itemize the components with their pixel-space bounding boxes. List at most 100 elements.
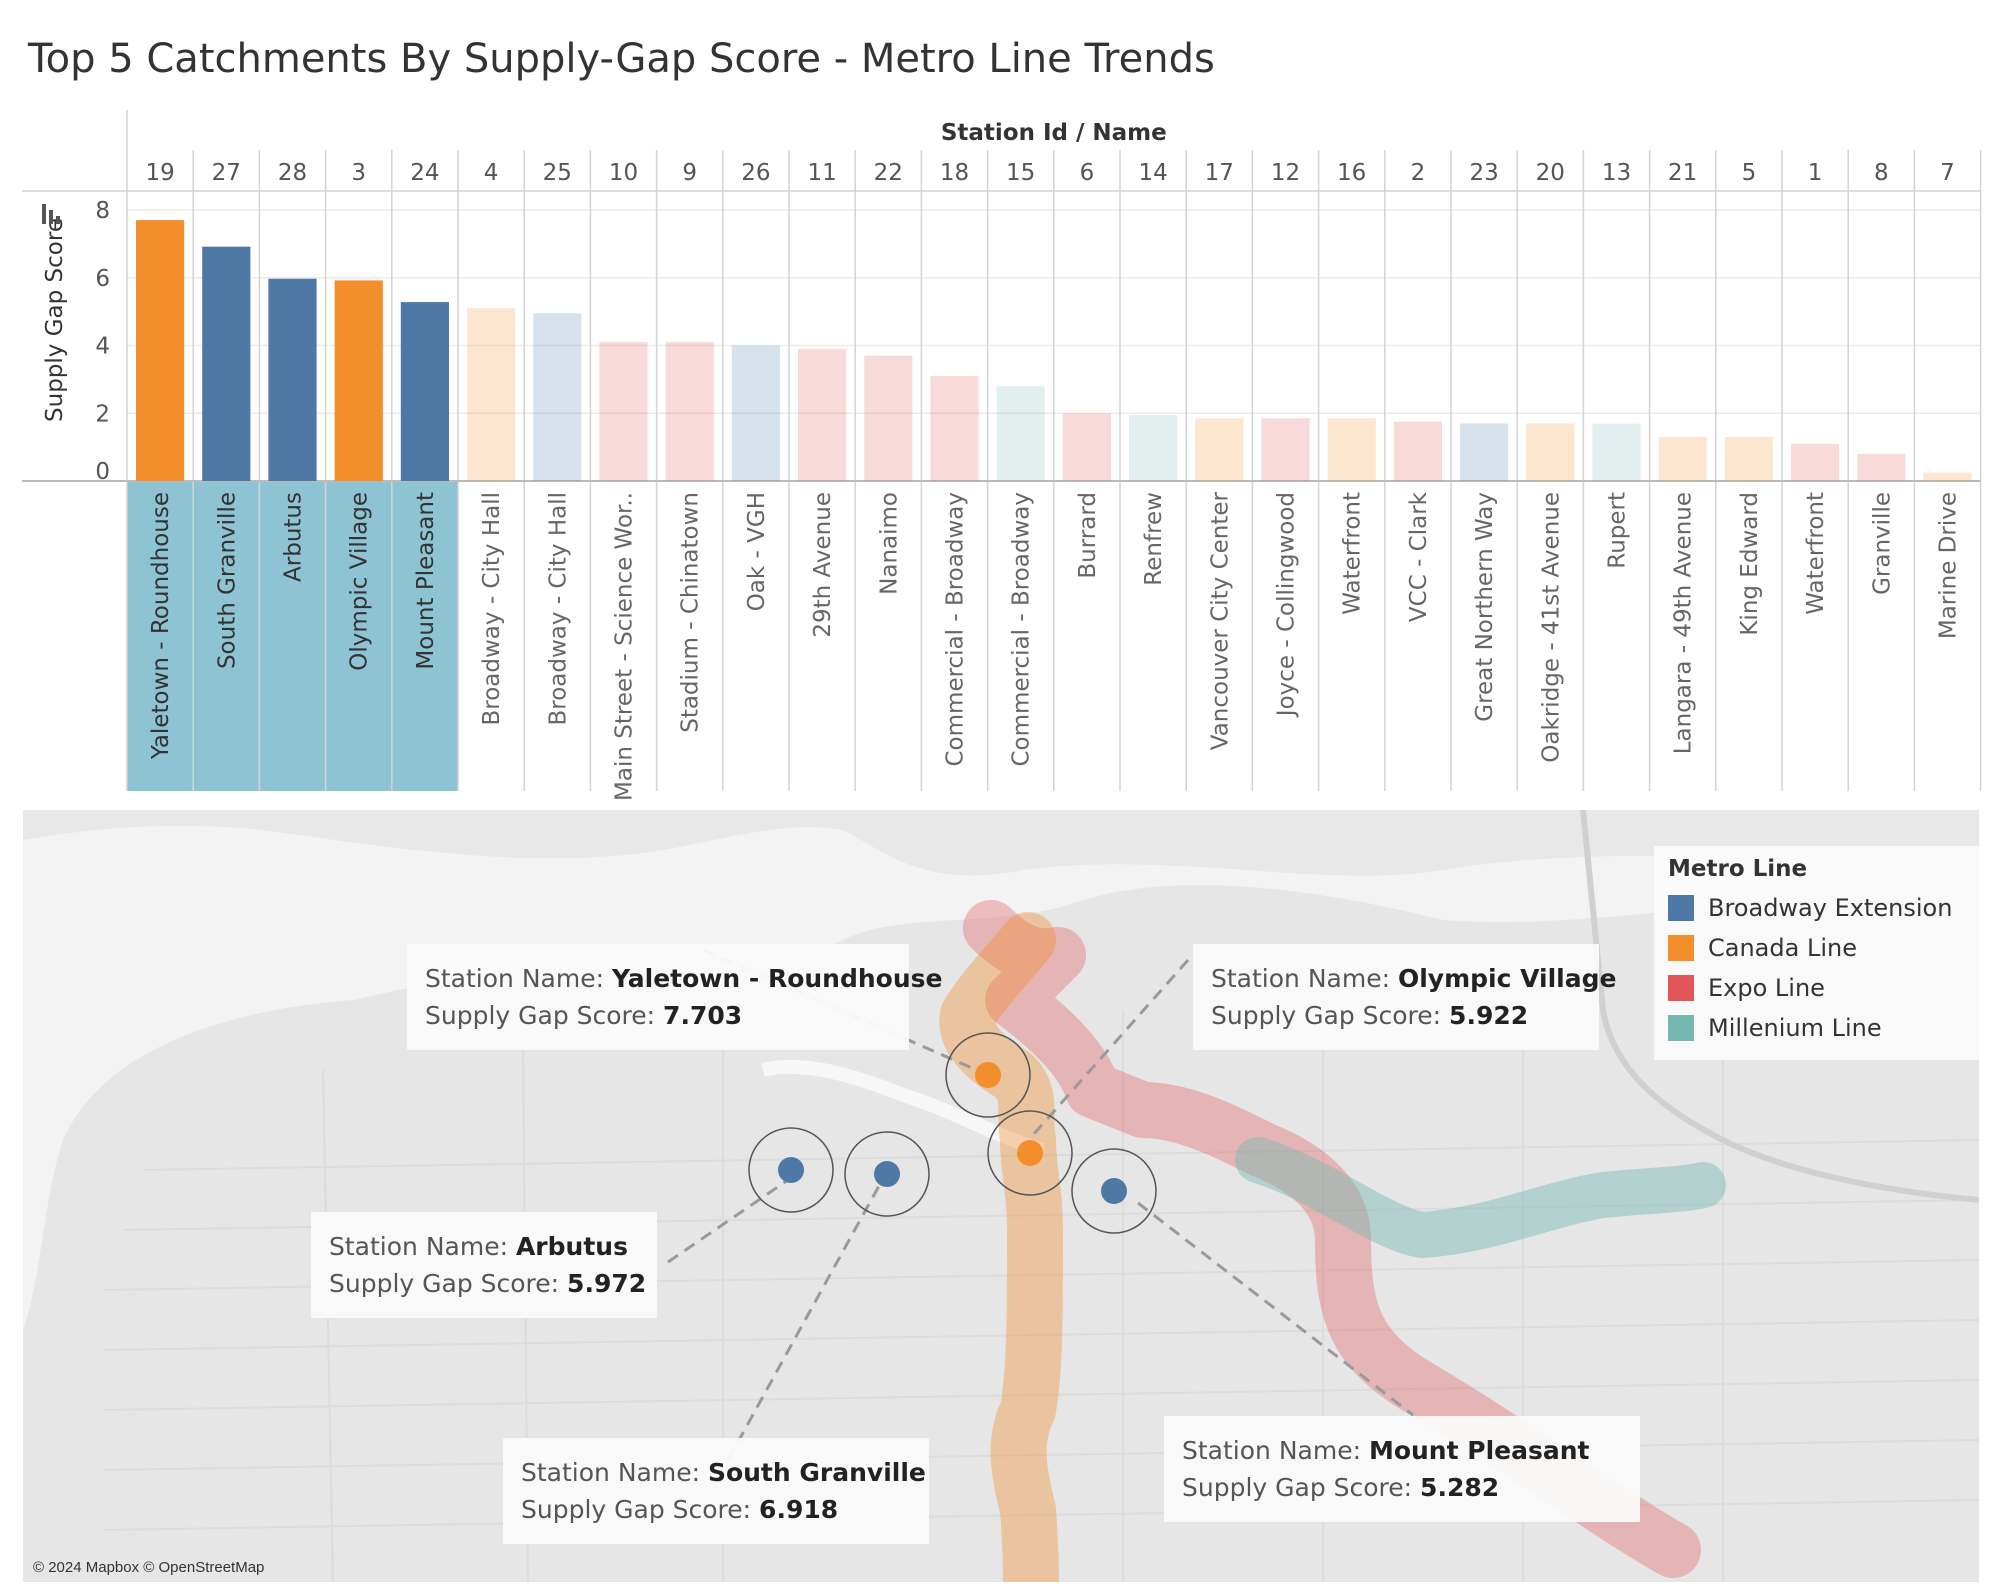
- legend-item-broadway-extension[interactable]: Broadway Extension: [1668, 888, 1968, 928]
- station-name-label: Burrard: [1075, 492, 1101, 579]
- station-name-label: Stadium - Chinatown: [678, 492, 704, 733]
- legend-title: Metro Line: [1668, 856, 1808, 882]
- station-id-label: 12: [1271, 160, 1300, 186]
- bar-16: [1327, 418, 1376, 481]
- callout-score-label: Supply Gap Score:: [1211, 1001, 1450, 1030]
- bar-8: [1857, 453, 1906, 481]
- station-marker-yaletown-roundhouse[interactable]: [945, 1032, 1031, 1118]
- station-marker-arbutus[interactable]: [748, 1127, 834, 1213]
- station-name-label: Vancouver City Center: [1207, 491, 1233, 750]
- callout-name-label: Station Name:: [1211, 964, 1398, 993]
- bar-22: [864, 355, 913, 481]
- callout-station-name: Mount Pleasant: [1368, 1436, 1590, 1465]
- station-id-label: 19: [145, 160, 174, 186]
- callout-score-label: Supply Gap Score:: [521, 1495, 760, 1524]
- legend-item-millenium-line[interactable]: Millenium Line: [1668, 1008, 1968, 1048]
- top5-name-highlight: [325, 481, 392, 791]
- bar-15: [996, 386, 1045, 481]
- y-tick-label: 4: [95, 334, 110, 360]
- station-name-label: Mount Pleasant: [413, 492, 439, 670]
- station-id-label: 10: [609, 160, 638, 186]
- axis-sort-icon: [42, 204, 46, 224]
- bar-19: [136, 220, 185, 481]
- station-id-label: 22: [874, 160, 903, 186]
- land-mass: [23, 880, 1979, 1582]
- bar-25: [533, 313, 582, 481]
- y-tick-label: 0: [95, 459, 110, 485]
- legend-item-expo-line[interactable]: Expo Line: [1668, 968, 1968, 1008]
- callout-name-label: Station Name:: [1182, 1436, 1369, 1465]
- north-shore: [23, 810, 1979, 876]
- bar-6: [1062, 413, 1111, 481]
- highway: [1580, 810, 1979, 1203]
- bar-12: [1261, 418, 1310, 481]
- station-id-label: 6: [1080, 160, 1095, 186]
- station-marker-mount-pleasant[interactable]: [1071, 1148, 1157, 1234]
- callout-south-granville: Station Name: South Granville Supply Gap…: [503, 1438, 929, 1544]
- bar-7: [1923, 472, 1972, 481]
- legend-item-canada-line[interactable]: Canada Line: [1668, 928, 1968, 968]
- station-name-label: Great Northern Way: [1472, 492, 1498, 722]
- station-name-label: Waterfront: [1340, 492, 1366, 615]
- y-tick-label: 8: [95, 198, 110, 224]
- x-axis-label: Station Id / Name: [941, 120, 1167, 146]
- station-name-label: Yaletown - Roundhouse: [148, 492, 174, 760]
- station-name-label: Oak - VGH: [744, 492, 770, 611]
- station-name-label: South Granville: [214, 492, 240, 669]
- station-id-label: 16: [1337, 160, 1366, 186]
- map-attribution[interactable]: © 2024 Mapbox © OpenStreetMap: [33, 1559, 265, 1576]
- callout-score: 5.282: [1420, 1473, 1500, 1502]
- bar-5: [1724, 436, 1773, 481]
- top5-name-highlight: [391, 481, 458, 791]
- station-id-label: 8: [1874, 160, 1889, 186]
- map-canvas[interactable]: [23, 810, 1979, 1582]
- callout-name-label: Station Name:: [329, 1232, 516, 1261]
- station-id-label: 20: [1536, 160, 1565, 186]
- page-title: Top 5 Catchments By Supply-Gap Score - M…: [28, 36, 1215, 82]
- legend-label: Millenium Line: [1708, 1014, 1882, 1042]
- axis-sort-icon-bar: [56, 216, 60, 224]
- bar-26: [731, 345, 780, 481]
- bar-13: [1592, 423, 1641, 481]
- station-name-label: Arbutus: [281, 492, 307, 582]
- station-id-label: 21: [1668, 160, 1697, 186]
- legend-swatch: [1668, 975, 1694, 1001]
- station-id-label: 26: [741, 160, 770, 186]
- station-name-label: Broadway - City Hall: [545, 492, 571, 726]
- station-name-label: Renfrew: [1141, 492, 1167, 586]
- station-id-label: 2: [1411, 160, 1426, 186]
- legend-label: Canada Line: [1708, 934, 1857, 962]
- callout-name-label: Station Name:: [425, 964, 612, 993]
- bar-24: [400, 302, 449, 481]
- station-name-label: Commercial - Broadway: [943, 492, 969, 767]
- callout-arbutus: Station Name: Arbutus Supply Gap Score: …: [311, 1212, 657, 1318]
- bar-21: [1658, 436, 1707, 481]
- station-marker-south-granville[interactable]: [844, 1131, 930, 1217]
- y-tick-label: 2: [95, 401, 110, 427]
- callout-yaletown-roundhouse: Station Name: Yaletown - Roundhouse Supp…: [407, 944, 942, 1050]
- bar-4: [467, 308, 516, 481]
- millenium-line-corridor: [1235, 1137, 1726, 1259]
- station-id-label: 25: [543, 160, 572, 186]
- station-name-label: Waterfront: [1803, 492, 1829, 615]
- callout-name-label: Station Name:: [521, 1458, 708, 1487]
- bar-18: [930, 375, 979, 481]
- bar-9: [665, 342, 714, 481]
- callout-score: 5.972: [567, 1269, 647, 1298]
- station-name-label: VCC - Clark: [1406, 491, 1432, 622]
- callout-mount-pleasant: Station Name: Mount Pleasant Supply Gap …: [1164, 1416, 1640, 1522]
- legend-label: Broadway Extension: [1708, 894, 1953, 922]
- station-id-label: 9: [682, 160, 697, 186]
- station-id-label: 11: [807, 160, 836, 186]
- station-marker-olympic-village[interactable]: [987, 1110, 1073, 1196]
- false-creek: [761, 1059, 1045, 1157]
- station-name-label: Langara - 49th Avenue: [1671, 492, 1697, 754]
- callout-score-label: Supply Gap Score:: [329, 1269, 568, 1298]
- legend-label: Expo Line: [1708, 974, 1825, 1002]
- legend-swatch: [1668, 935, 1694, 961]
- station-id-label: 4: [484, 160, 499, 186]
- metro-map[interactable]: Station Name: Yaletown - Roundhouse Supp…: [23, 810, 1979, 1582]
- station-id-label: 17: [1205, 160, 1234, 186]
- station-name-label: 29th Avenue: [810, 492, 836, 638]
